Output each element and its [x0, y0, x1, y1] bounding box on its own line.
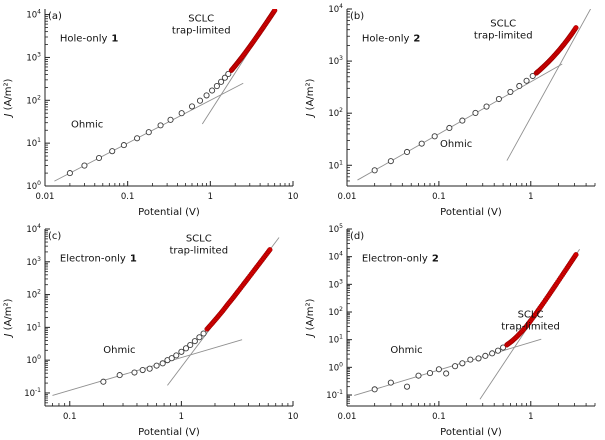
y-tick-label: 10-1 — [326, 389, 343, 401]
y-tick-label: 104 — [328, 3, 343, 15]
x-tick-label: 0.1 — [121, 192, 135, 202]
x-axis-label: Potential (V) — [440, 207, 502, 218]
sclc-region-data-series — [504, 252, 579, 348]
x-tick-label: 1 — [179, 412, 184, 422]
ohmic-region-data-series — [371, 72, 536, 174]
panel-b-hole-only-2: 0.01 0.1 1 101 102 103 104 Potential (V) J (A/m²… — [302, 0, 604, 220]
x-tick-label: 0.1 — [432, 192, 446, 202]
x-axis-label: Potential (V) — [138, 427, 200, 438]
ohmic-annotation: Ohmic — [440, 139, 472, 150]
y-tick-label: 101 — [328, 334, 343, 346]
y-axis-label: J (A/m²) — [305, 78, 316, 118]
sclc-annotation: SCLC trap-limited — [474, 19, 533, 42]
x-tick-label: 0.1 — [63, 412, 77, 422]
sclc-annotation: SCLC trap-limited — [169, 233, 228, 256]
y-tick-label: 102 — [26, 94, 41, 106]
sclc-region-data-series — [204, 247, 273, 332]
x-tick-label: 10 — [288, 192, 299, 202]
panel-c-electron-only-1: 0.1 1 10 10-1 100 101 102 103 104 Potential (V) J … — [0, 220, 302, 440]
device-label: Electron-only 1 — [60, 253, 137, 264]
ohmic-region-data-series — [100, 330, 207, 385]
panel-d-electron-only-2: 0.01 0.1 1 10-1 100 101 102 103 104 105 Potential … — [302, 220, 604, 440]
y-tick-label: 100 — [328, 361, 343, 373]
sclc-annotation: SCLC trap-limited — [172, 13, 231, 36]
panel-a-hole-only-1: 0.01 0.1 1 10 100 101 102 103 104 Potential (V) J … — [0, 0, 302, 220]
y-tick-label: 101 — [26, 137, 41, 149]
y-axis-label: J (A/m²) — [3, 298, 14, 338]
y-tick-label: 104 — [26, 9, 41, 21]
axes — [44, 228, 294, 407]
panel-letter: (c) — [48, 231, 61, 242]
y-tick-label: 102 — [328, 107, 343, 119]
y-tick-label: 103 — [328, 278, 343, 290]
sclc-fit-line — [506, 9, 592, 161]
plot-d: 0.01 0.1 1 10-1 100 101 102 103 104 105 Potential … — [305, 223, 596, 438]
y-tick-label: 103 — [26, 256, 41, 268]
y-tick-label: 100 — [26, 354, 41, 366]
ohmic-region-data-series — [66, 70, 232, 177]
panel-letter: (d) — [350, 231, 364, 242]
ohmic-annotation: Ohmic — [103, 345, 135, 356]
y-tick-label: 105 — [328, 223, 343, 235]
device-label: Hole-only 2 — [362, 33, 421, 44]
y-tick-label: 103 — [328, 55, 343, 67]
axes — [346, 228, 596, 407]
axes — [346, 8, 596, 187]
x-tick-label: 0.1 — [432, 412, 446, 422]
device-label: Electron-only 2 — [362, 253, 439, 264]
y-tick-label: 102 — [26, 289, 41, 301]
y-tick-label: 103 — [26, 51, 41, 63]
y-axis-label: J (A/m²) — [3, 78, 14, 118]
ohmic-annotation: Ohmic — [71, 120, 103, 131]
ohmic-annotation: Ohmic — [390, 345, 422, 356]
x-tick-label: 1 — [528, 412, 533, 422]
y-tick-label: 101 — [328, 159, 343, 171]
x-tick-label: 1 — [208, 192, 213, 202]
axes — [44, 9, 294, 187]
x-axis-label: Potential (V) — [138, 207, 200, 218]
sclc-annotation: SCLC trap-limited — [501, 310, 560, 333]
x-tick-label: 1 — [528, 192, 533, 202]
sclc-region-data-series — [228, 9, 278, 73]
x-tick-label: 0.01 — [36, 192, 55, 202]
x-axis-label: Potential (V) — [440, 427, 502, 438]
y-tick-label: 104 — [328, 251, 343, 263]
y-tick-label: 100 — [26, 180, 41, 192]
panel-letter: (b) — [350, 11, 364, 22]
panel-letter: (a) — [48, 11, 62, 22]
sclc-region-data-series — [533, 25, 579, 76]
ohmic-region-data-series — [371, 344, 507, 393]
ohmic-fit-line — [354, 338, 542, 396]
y-tick-label: 104 — [26, 223, 41, 235]
plot-a: 0.01 0.1 1 10 100 101 102 103 104 Potential (V) J … — [3, 9, 299, 218]
fit-lines — [54, 9, 277, 182]
device-label: Hole-only 1 — [60, 33, 119, 44]
plot-b: 0.01 0.1 1 101 102 103 104 Potential (V) J (A/m²… — [305, 3, 596, 218]
plot-c: 0.1 1 10 10-1 100 101 102 103 104 Potential (V) J … — [3, 223, 299, 438]
y-tick-label: 10-1 — [24, 387, 41, 399]
x-tick-label: 10 — [288, 412, 299, 422]
x-tick-label: 0.01 — [338, 192, 357, 202]
y-tick-label: 101 — [26, 321, 41, 333]
y-axis-label: J (A/m²) — [305, 298, 316, 338]
x-tick-label: 0.01 — [338, 412, 357, 422]
y-tick-label: 102 — [328, 306, 343, 318]
